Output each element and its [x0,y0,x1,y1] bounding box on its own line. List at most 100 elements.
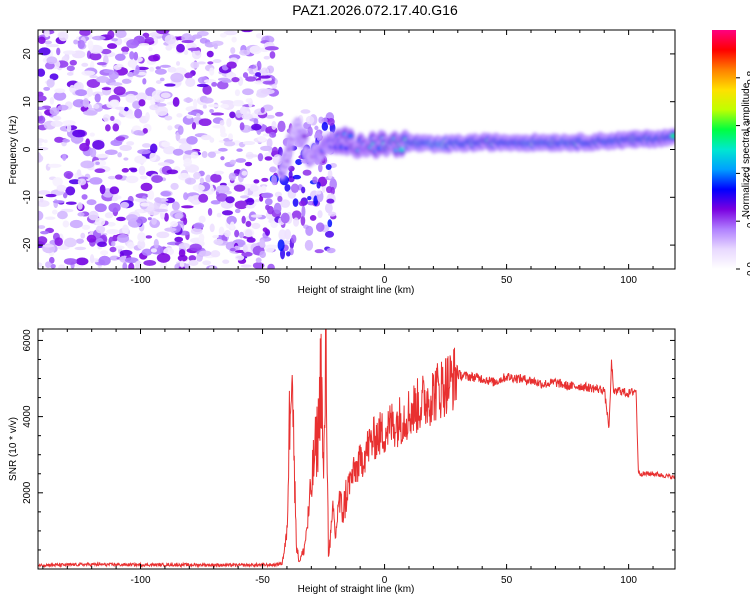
noise-speckle [191,122,197,130]
noise-speckle [100,250,109,256]
noise-speckle [242,140,256,146]
noise-speckle [154,208,168,213]
transition-blob [312,176,318,184]
noise-speckle [259,239,266,248]
noise-speckle [223,141,236,147]
noise-speckle [187,47,202,51]
noise-speckle [54,88,66,94]
noise-speckle [174,236,184,243]
transition-blob [274,191,282,198]
noise-speckle [137,239,146,250]
noise-speckle [62,120,76,126]
noise-speckle [241,251,253,257]
noise-speckle [186,115,193,119]
noise-speckle [124,257,139,264]
noise-speckle [63,170,74,179]
noise-speckle [245,154,259,158]
noise-speckle [241,170,248,176]
noise-speckle [38,95,47,102]
noise-speckle [141,143,152,148]
noise-speckle [191,34,203,39]
noise-speckle [236,148,243,152]
transition-blob [321,121,329,131]
noise-speckle [133,130,144,136]
noise-speckle [119,249,133,256]
noise-speckle [107,30,115,39]
noise-speckle [134,108,143,119]
noise-speckle [94,217,106,227]
noise-speckle [49,107,60,116]
x-tick-label: 0 [382,575,388,586]
noise-speckle [165,197,175,204]
noise-speckle [49,96,55,105]
noise-speckle [155,106,169,117]
x-tick-label: -50 [255,275,270,286]
noise-speckle [56,47,61,56]
noise-speckle [89,52,102,61]
noise-speckle [202,104,207,109]
noise-speckle [122,224,129,235]
noise-speckle [46,78,55,88]
transition-blob [290,234,297,244]
noise-speckle [210,112,225,116]
noise-speckle [65,186,76,196]
noise-speckle [191,49,202,60]
colorbar-label: Normalized spectral amplitude [741,82,750,217]
transition-blob [316,181,321,189]
noise-speckle [150,248,158,253]
transition-blob [307,126,313,137]
noise-speckle [81,224,91,230]
x-tick-label: 100 [620,575,637,586]
noise-speckle [96,62,107,66]
noise-speckle [57,104,69,111]
y-tick-label: -10 [22,190,33,205]
noise-speckle [255,32,264,39]
noise-speckle [81,62,89,67]
noise-speckle [184,72,194,79]
noise-speckle [138,165,146,176]
noise-speckle [199,177,205,184]
noise-speckle [164,34,177,45]
noise-speckle [65,201,77,205]
noise-speckle [157,162,171,167]
noise-speckle [165,45,173,51]
noise-speckle [135,260,142,269]
noise-speckle [260,88,275,95]
noise-speckle [120,201,130,209]
noise-speckle [257,153,264,162]
noise-speckle [76,169,82,177]
noise-speckle [111,241,116,247]
noise-speckle [261,192,274,199]
noise-speckle [121,51,129,55]
transition-blob [278,229,287,241]
noise-speckle [57,264,66,269]
noise-speckle [52,177,63,187]
noise-speckle [86,87,93,97]
noise-speckle [95,161,100,165]
noise-speckle [113,64,122,70]
noise-speckle [149,104,159,111]
transition-blob [307,196,312,201]
noise-speckle [177,254,188,262]
noise-speckle [160,191,172,197]
noise-speckle [38,190,51,195]
noise-speckle [240,30,254,33]
y-tick-label: 10 [22,96,33,108]
noise-speckle [218,226,225,236]
noise-speckle [50,264,56,269]
noise-speckle [156,231,170,239]
noise-speckle [200,134,212,141]
transition-blob [314,249,324,254]
ridge-core [285,147,292,152]
noise-speckle [142,78,147,85]
noise-speckle [253,179,260,184]
y-tick-label: -20 [22,237,33,252]
noise-speckle [229,111,236,119]
noise-speckle [135,92,148,102]
noise-speckle [137,71,147,76]
noise-speckle [121,46,130,53]
y-tick-label: 20 [22,48,33,60]
transition-blob [291,210,302,221]
